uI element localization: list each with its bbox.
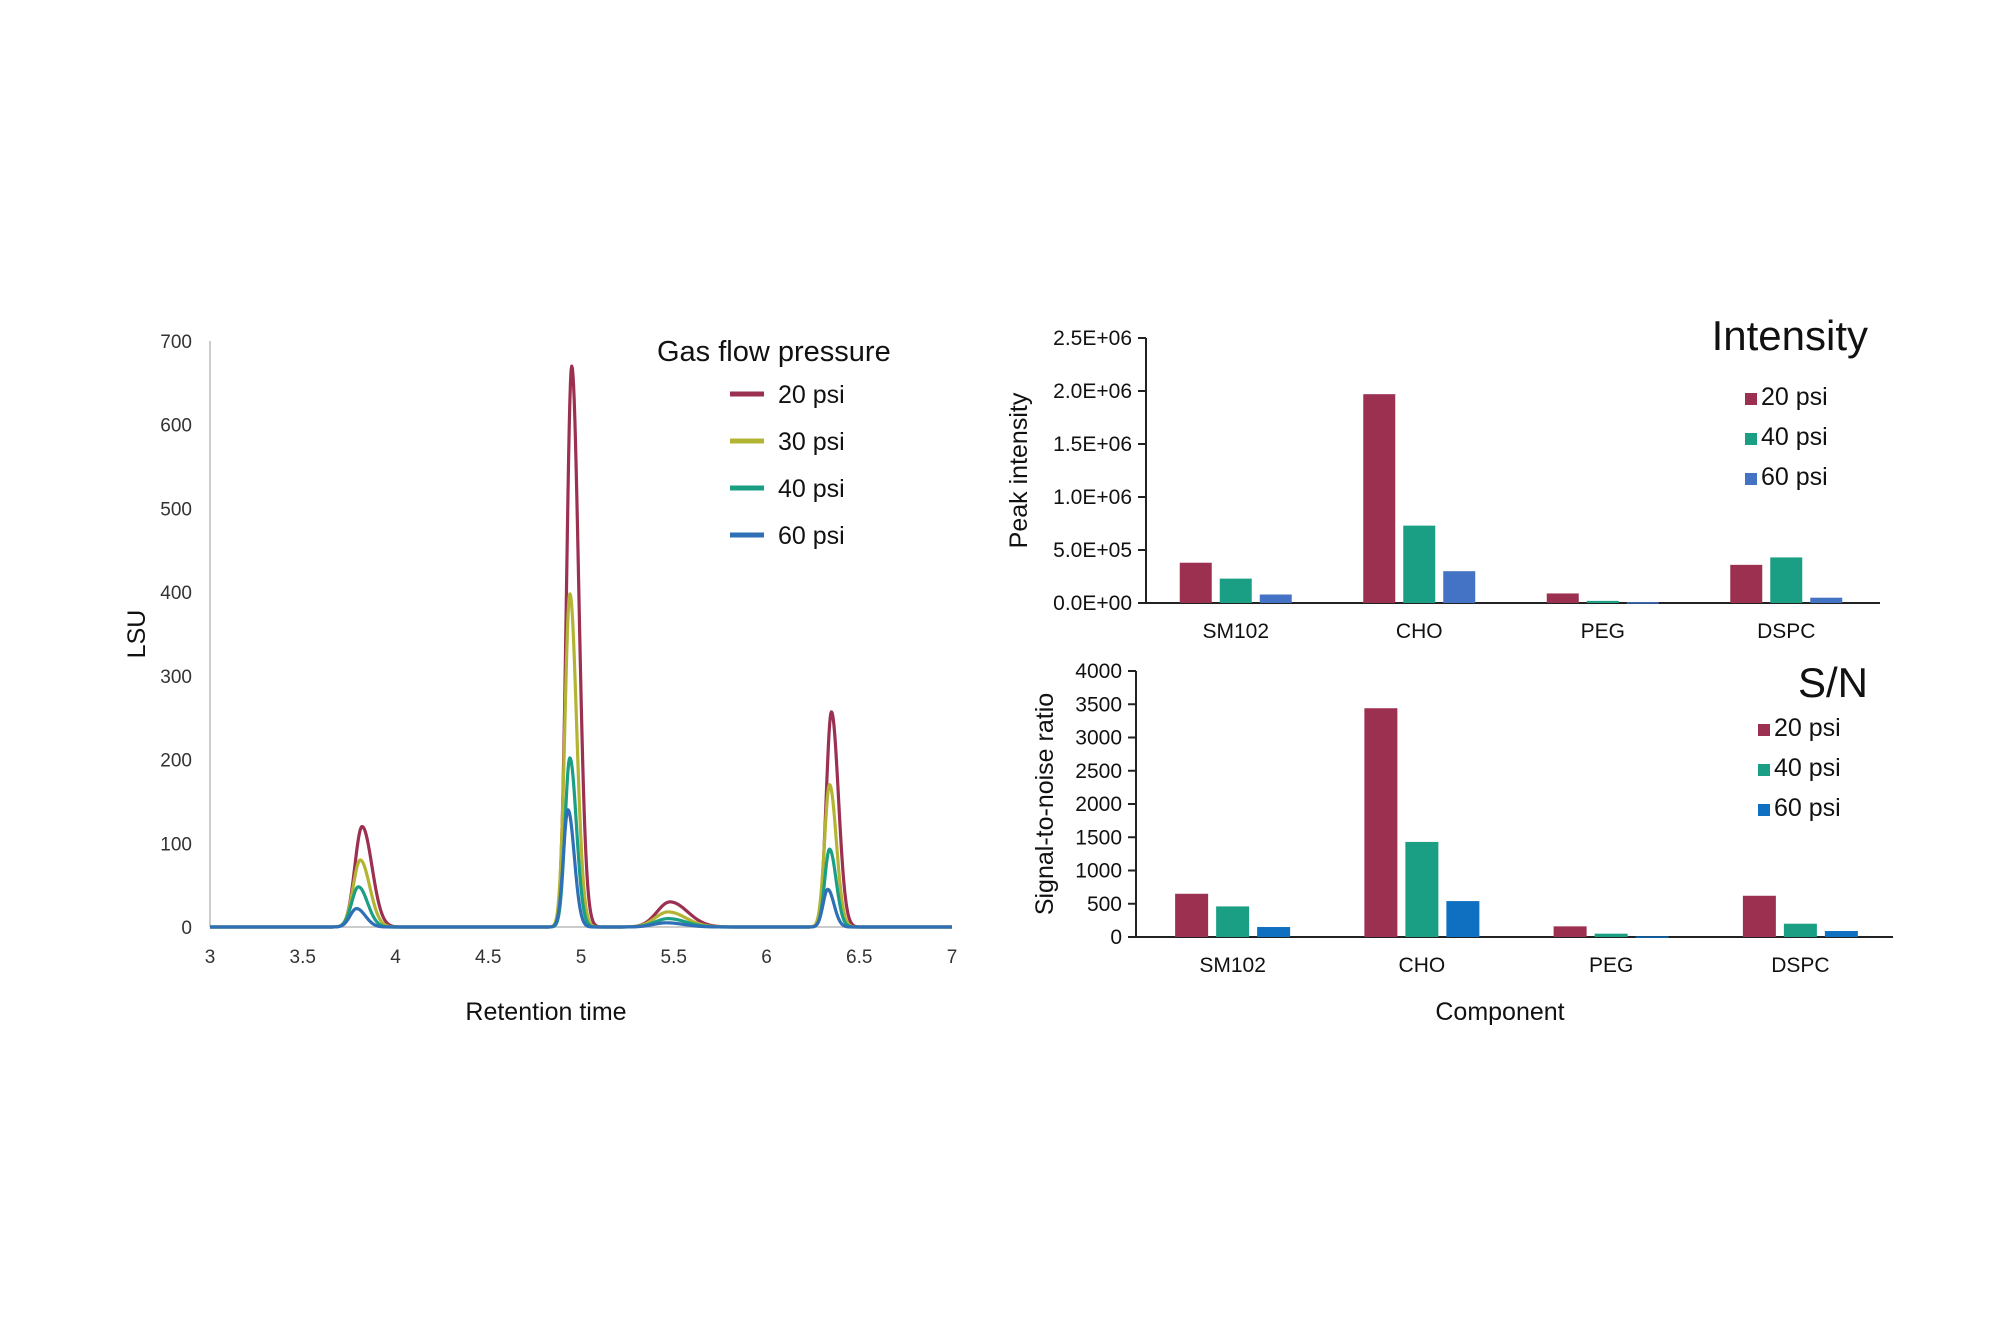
bar-PEG-60-psi: [1626, 602, 1659, 604]
bar-CHO-20-psi: [1363, 394, 1396, 603]
y-tick-label: 500: [1087, 893, 1122, 916]
y-tick-label: 300: [160, 667, 192, 688]
x-tick-label: 3.5: [290, 947, 316, 968]
legend-label: 20 psi: [1774, 714, 1841, 742]
bar-DSPC-60-psi: [1824, 931, 1858, 937]
y-axis-title: Peak intensity: [1005, 392, 1033, 548]
x-tick-label: 4.5: [475, 947, 501, 968]
bar-DSPC-20-psi: [1742, 895, 1776, 937]
bar-PEG-20-psi: [1546, 593, 1579, 603]
category-label: PEG: [1589, 954, 1633, 977]
legend-label: 20 psi: [778, 381, 845, 409]
category-label: SM102: [1202, 620, 1269, 643]
y-tick-label: 3500: [1075, 693, 1122, 716]
legend-swatch: [1758, 724, 1770, 736]
x-axis-title: Retention time: [465, 998, 626, 1026]
y-tick-label: 100: [160, 834, 192, 855]
bar-SM102-20-psi: [1175, 893, 1209, 937]
bar-SM102-60-psi: [1259, 594, 1292, 603]
category-label: DSPC: [1757, 620, 1815, 643]
legend-label: 40 psi: [1761, 423, 1828, 451]
y-tick-label: 200: [160, 751, 192, 772]
x-tick-label: 6: [761, 947, 772, 968]
y-tick-label: 0.0E+00: [1053, 592, 1132, 615]
chart-title: Intensity: [1712, 312, 1868, 359]
y-tick-label: 2500: [1075, 760, 1122, 783]
category-label: CHO: [1399, 954, 1446, 977]
x-tick-label: 5.5: [661, 947, 687, 968]
category-label: CHO: [1396, 620, 1443, 643]
y-tick-label: 2000: [1075, 793, 1122, 816]
bar-CHO-60-psi: [1446, 901, 1480, 937]
y-tick-label: 1.0E+06: [1053, 486, 1132, 509]
bar-DSPC-40-psi: [1783, 923, 1817, 937]
y-tick-label: 2.5E+06: [1053, 327, 1132, 350]
bar-DSPC-40-psi: [1770, 557, 1803, 603]
y-tick-label: 5.0E+05: [1053, 539, 1132, 562]
bar-CHO-40-psi: [1405, 841, 1439, 937]
chromatogram-chart: 0 100 200 300 400 500 600 700 3 3.5 4 4.5 5 5.5 6 6.5 7 L…: [123, 332, 957, 1026]
legend-label: 20 psi: [1761, 383, 1828, 411]
bar-SM102-40-psi: [1219, 578, 1252, 603]
bar-SM102-20-psi: [1179, 562, 1212, 603]
bar-SM102-60-psi: [1257, 927, 1291, 937]
bar-CHO-40-psi: [1403, 525, 1436, 603]
legend-swatch: [1745, 393, 1757, 405]
y-tick-label: 700: [160, 332, 192, 353]
bar-SM102-40-psi: [1216, 906, 1250, 937]
bar-legend: 20 psi 40 psi 60 psi: [1758, 714, 1841, 822]
legend-swatch: [1758, 764, 1770, 776]
x-tick-label: 6.5: [846, 947, 872, 968]
y-tick-label: 1500: [1075, 826, 1122, 849]
bar-PEG-40-psi: [1594, 933, 1628, 937]
x-axis-title: Component: [1435, 998, 1564, 1026]
bar-DSPC-60-psi: [1810, 597, 1843, 603]
y-tick-label: 4000: [1075, 660, 1122, 683]
y-tick-label: 1.5E+06: [1053, 433, 1132, 456]
y-axis-title: Signal-to-noise ratio: [1031, 693, 1059, 915]
legend-swatch: [1745, 473, 1757, 485]
bar-DSPC-20-psi: [1730, 564, 1763, 603]
legend-label: 60 psi: [778, 522, 845, 550]
chromatogram-legend: Gas flow pressure 20 psi 30 psi 40 psi 60 ps…: [657, 336, 891, 550]
legend-label: 40 psi: [1774, 754, 1841, 782]
x-tick-label: 3: [205, 947, 216, 968]
y-tick-label: 500: [160, 499, 192, 520]
x-tick-label: 5: [576, 947, 587, 968]
legend-title: Gas flow pressure: [657, 336, 891, 368]
intensity-bar-chart: 0.0E+00 5.0E+05 1.0E+06 1.5E+06 2.0E+06 2.5E+…: [1005, 312, 1880, 643]
x-tick-label: 7: [947, 947, 958, 968]
y-tick-label: 400: [160, 583, 192, 604]
legend-label: 30 psi: [778, 428, 845, 456]
category-label: DSPC: [1771, 954, 1829, 977]
y-tick-label: 2.0E+06: [1053, 380, 1132, 403]
y-tick-label: 1000: [1075, 860, 1122, 883]
chart-title: S/N: [1798, 659, 1868, 706]
category-label: SM102: [1199, 954, 1266, 977]
bar-CHO-60-psi: [1443, 571, 1476, 603]
y-axis-title: LSU: [123, 610, 151, 659]
y-tick-label: 0: [1110, 926, 1122, 949]
y-tick-label: 0: [181, 918, 192, 939]
bar-PEG-40-psi: [1586, 600, 1619, 603]
y-tick-label: 3000: [1075, 727, 1122, 750]
category-label: PEG: [1581, 620, 1625, 643]
y-tick-label: 600: [160, 416, 192, 437]
trace-60-psi: [209, 808, 953, 929]
legend-swatch: [1758, 804, 1770, 816]
bar-PEG-20-psi: [1553, 926, 1587, 937]
legend-label: 40 psi: [778, 475, 845, 503]
bar-legend: 20 psi 40 psi 60 psi: [1745, 383, 1828, 491]
bar-PEG-60-psi: [1635, 936, 1669, 938]
x-tick-label: 4: [390, 947, 401, 968]
legend-swatch: [1745, 433, 1757, 445]
legend-label: 60 psi: [1774, 794, 1841, 822]
sn-bar-chart: 0 500 1000 1500 2000 2500 3000 3500 4000 SM102 CHO…: [1031, 659, 1893, 1026]
bar-CHO-20-psi: [1364, 708, 1398, 937]
legend-label: 60 psi: [1761, 463, 1828, 491]
